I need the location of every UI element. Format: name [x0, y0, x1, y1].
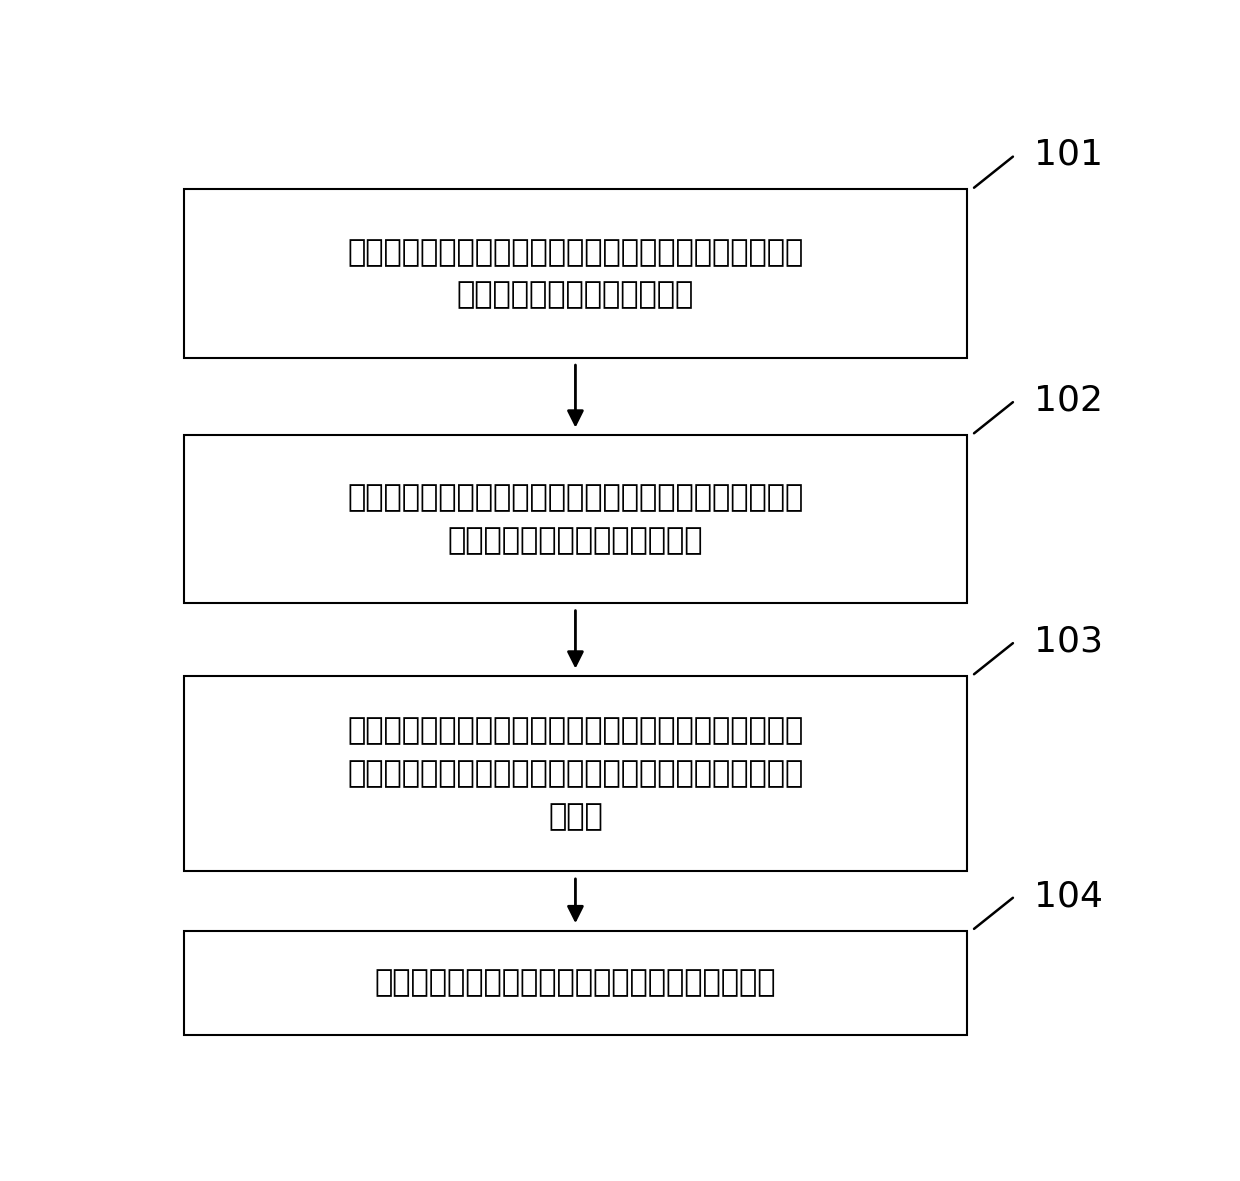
Text: 103: 103 — [1034, 625, 1104, 659]
Text: 发出控制指令以控制所述检测执行设备按照所述检测步骤
对所述待检测通信设备进行检测，获得所述检测参数的结
果数据: 发出控制指令以控制所述检测执行设备按照所述检测步骤 对所述待检测通信设备进行检测… — [347, 717, 804, 831]
Text: 生成并输出包括所述结果数据的频谱参数检测报告: 生成并输出包括所述结果数据的频谱参数检测报告 — [374, 968, 776, 998]
Text: 102: 102 — [1034, 384, 1104, 417]
Bar — [184, 931, 967, 1036]
Text: 101: 101 — [1034, 138, 1104, 172]
Text: 104: 104 — [1034, 879, 1104, 913]
Bar — [184, 676, 967, 872]
Text: 获取待检测通信设备的身份标识，所述身份标识用以表征
所述待检测设备的种类及型号: 获取待检测通信设备的身份标识，所述身份标识用以表征 所述待检测设备的种类及型号 — [347, 237, 804, 309]
Bar — [184, 435, 967, 603]
Bar — [184, 189, 967, 358]
Text: 基于所述身份标识确定与所述待检测通信设备对应的检测
执行设备、检测参数及检测步骤: 基于所述身份标识确定与所述待检测通信设备对应的检测 执行设备、检测参数及检测步骤 — [347, 483, 804, 555]
